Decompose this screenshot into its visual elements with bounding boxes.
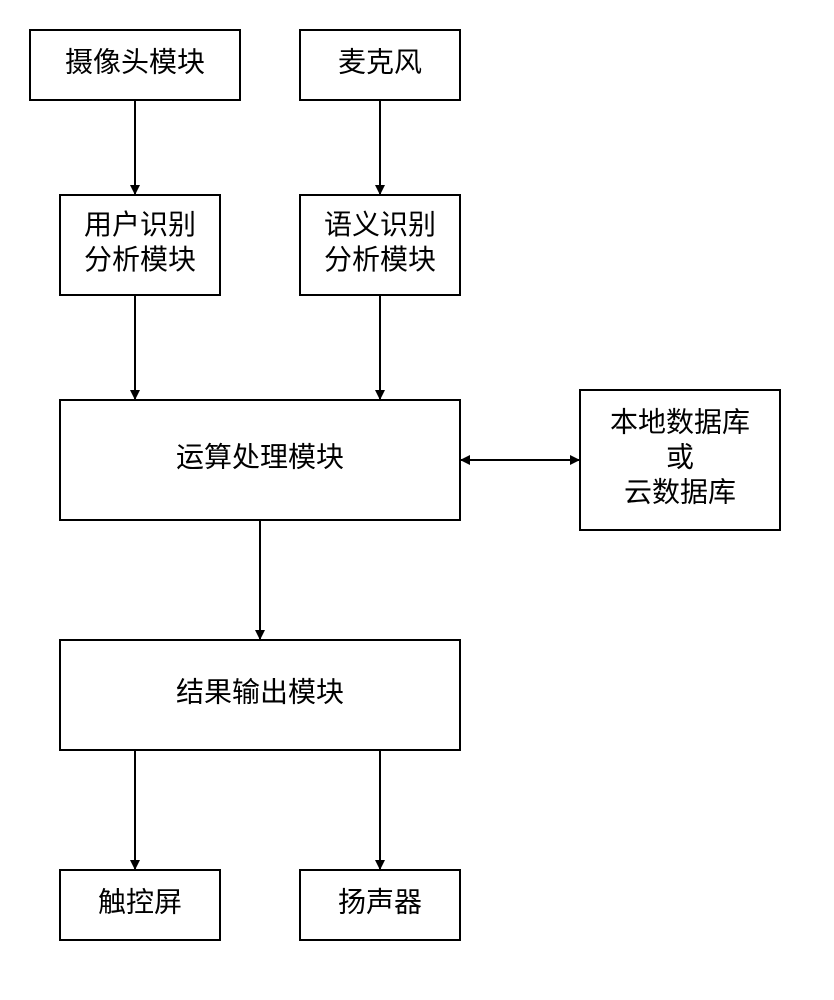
node-userrec: 用户识别分析模块 xyxy=(60,195,220,295)
node-semrec-label-1: 分析模块 xyxy=(324,244,436,276)
node-db-label-1: 或 xyxy=(666,441,694,473)
node-speaker-label-0: 扬声器 xyxy=(338,886,422,918)
node-camera-label-0: 摄像头模块 xyxy=(65,46,205,78)
node-speaker: 扬声器 xyxy=(300,870,460,940)
node-output-label-0: 结果输出模块 xyxy=(176,676,344,708)
node-semrec-label-0: 语义识别 xyxy=(324,210,436,241)
node-proc: 运算处理模块 xyxy=(60,400,460,520)
node-userrec-label-0: 用户识别 xyxy=(84,209,196,241)
node-proc-label-0: 运算处理模块 xyxy=(176,441,344,473)
node-touch: 触控屏 xyxy=(60,870,220,940)
node-camera: 摄像头模块 xyxy=(30,30,240,100)
node-output: 结果输出模块 xyxy=(60,640,460,750)
node-semrec: 语义识别分析模块 xyxy=(300,195,460,295)
node-db: 本地数据库或云数据库 xyxy=(580,390,780,530)
node-userrec-label-1: 分析模块 xyxy=(84,244,196,276)
node-db-label-0: 本地数据库 xyxy=(610,406,750,438)
node-mic: 麦克风 xyxy=(300,30,460,100)
node-touch-label-0: 触控屏 xyxy=(98,886,182,918)
node-mic-label-0: 麦克风 xyxy=(338,46,422,78)
flowchart-canvas: 摄像头模块麦克风用户识别分析模块语义识别分析模块运算处理模块本地数据库或云数据库… xyxy=(0,0,834,1000)
node-db-label-2: 云数据库 xyxy=(624,476,736,508)
